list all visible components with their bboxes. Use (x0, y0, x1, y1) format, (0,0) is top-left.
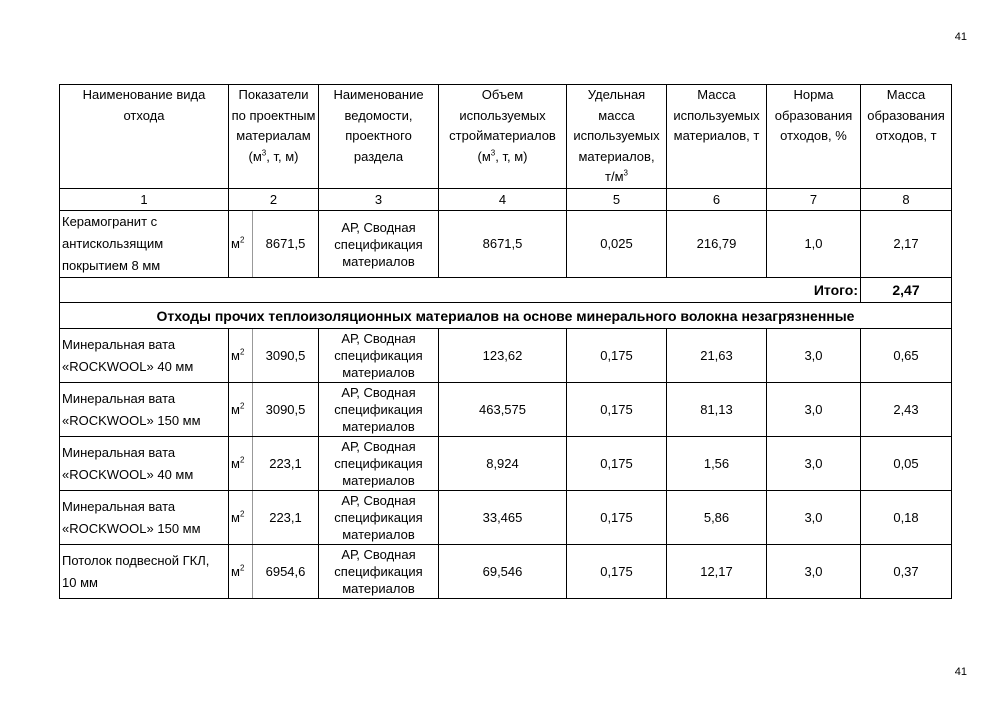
col-number: 3 (318, 188, 439, 211)
unit: м2 (228, 436, 253, 491)
unit: м2 (228, 544, 253, 599)
waste-name: Минеральная вата «ROCKWOOL» 40 мм (59, 436, 229, 491)
table-row: Керамогранит с антискользящим покрытием … (59, 210, 952, 278)
header-col2-unit: (м3, т, м) (248, 148, 299, 164)
header-col5: Удельная масса используемых материалов, т… (566, 84, 667, 189)
material-mass: 81,13 (666, 382, 767, 437)
waste-norm: 1,0 (766, 210, 861, 278)
table-row: Минеральная вата «ROCKWOOL» 40 мм м2 223… (59, 436, 952, 491)
table-row: Минеральная вата «ROCKWOOL» 40 мм м2 309… (59, 328, 952, 383)
density: 0,175 (566, 328, 667, 383)
source-document: АР, Сводная спецификация материалов (318, 382, 439, 437)
column-numbers-row: 1 2 3 4 5 6 7 8 (59, 188, 952, 211)
waste-name: Минеральная вата «ROCKWOOL» 150 мм (59, 490, 229, 545)
header-col4-unit: (м3, т, м) (477, 148, 528, 164)
header-col8: Масса образования отходов, т (860, 84, 952, 189)
waste-mass: 0,37 (860, 544, 952, 599)
col-number: 5 (566, 188, 667, 211)
waste-name: Керамогранит с антискользящим покрытием … (59, 210, 229, 278)
quantity: 8671,5 (252, 210, 319, 278)
header-row: Наименование вида отхода Показатели по п… (59, 84, 952, 189)
header-col1: Наименование вида отхода (59, 84, 229, 189)
header-col7: Норма образования отходов, % (766, 84, 861, 189)
waste-mass: 0,65 (860, 328, 952, 383)
volume: 69,546 (438, 544, 567, 599)
waste-norm: 3,0 (766, 328, 861, 383)
col-number: 1 (59, 188, 229, 211)
col-number: 2 (228, 188, 319, 211)
quantity: 3090,5 (252, 328, 319, 383)
material-mass: 12,17 (666, 544, 767, 599)
material-mass: 216,79 (666, 210, 767, 278)
volume: 8,924 (438, 436, 567, 491)
density: 0,175 (566, 490, 667, 545)
unit: м2 (228, 328, 253, 383)
volume: 33,465 (438, 490, 567, 545)
header-col3: Наименование ведомости, проектного разде… (318, 84, 439, 189)
volume: 463,575 (438, 382, 567, 437)
col-number: 7 (766, 188, 861, 211)
volume: 8671,5 (438, 210, 567, 278)
col-number: 6 (666, 188, 767, 211)
header-col2: Показатели по проектным материалам (м3, т… (228, 84, 319, 189)
density: 0,175 (566, 436, 667, 491)
header-col6: Масса используемых материалов, т (666, 84, 767, 189)
material-mass: 5,86 (666, 490, 767, 545)
page-number-bottom: 41 (954, 666, 967, 678)
waste-mass: 0,05 (860, 436, 952, 491)
waste-name: Потолок подвесной ГКЛ, 10 мм (59, 544, 229, 599)
material-mass: 21,63 (666, 328, 767, 383)
waste-mass: 2,17 (860, 210, 952, 278)
waste-table: Наименование вида отхода Показатели по п… (59, 84, 952, 599)
unit: м2 (228, 382, 253, 437)
header-col5-unit: т/м3 (605, 168, 628, 184)
waste-mass: 0,18 (860, 490, 952, 545)
source-document: АР, Сводная спецификация материалов (318, 210, 439, 278)
density: 0,025 (566, 210, 667, 278)
volume: 123,62 (438, 328, 567, 383)
waste-norm: 3,0 (766, 544, 861, 599)
source-document: АР, Сводная спецификация материалов (318, 544, 439, 599)
source-document: АР, Сводная спецификация материалов (318, 490, 439, 545)
density: 0,175 (566, 544, 667, 599)
table-row: Потолок подвесной ГКЛ, 10 мм м2 6954,6 А… (59, 544, 952, 599)
quantity: 223,1 (252, 490, 319, 545)
total-value: 2,47 (860, 277, 952, 303)
quantity: 6954,6 (252, 544, 319, 599)
waste-norm: 3,0 (766, 490, 861, 545)
table-row: Минеральная вата «ROCKWOOL» 150 мм м2 30… (59, 382, 952, 437)
section-title: Отходы прочих теплоизоляционных материал… (59, 302, 952, 329)
table-row: Минеральная вата «ROCKWOOL» 150 мм м2 22… (59, 490, 952, 545)
unit: м2 (228, 210, 253, 278)
quantity: 223,1 (252, 436, 319, 491)
col-number: 4 (438, 188, 567, 211)
total-row: Итого: 2,47 (59, 277, 952, 303)
waste-name: Минеральная вата «ROCKWOOL» 150 мм (59, 382, 229, 437)
waste-norm: 3,0 (766, 436, 861, 491)
density: 0,175 (566, 382, 667, 437)
source-document: АР, Сводная спецификация материалов (318, 436, 439, 491)
waste-norm: 3,0 (766, 382, 861, 437)
header-col4: Объем используемых стройматериалов (м3, т… (438, 84, 567, 189)
waste-mass: 2,43 (860, 382, 952, 437)
total-label: Итого: (59, 277, 861, 303)
material-mass: 1,56 (666, 436, 767, 491)
quantity: 3090,5 (252, 382, 319, 437)
unit: м2 (228, 490, 253, 545)
waste-name: Минеральная вата «ROCKWOOL» 40 мм (59, 328, 229, 383)
col-number: 8 (860, 188, 952, 211)
page-number-top: 41 (954, 31, 967, 43)
section-row: Отходы прочих теплоизоляционных материал… (59, 302, 952, 329)
source-document: АР, Сводная спецификация материалов (318, 328, 439, 383)
